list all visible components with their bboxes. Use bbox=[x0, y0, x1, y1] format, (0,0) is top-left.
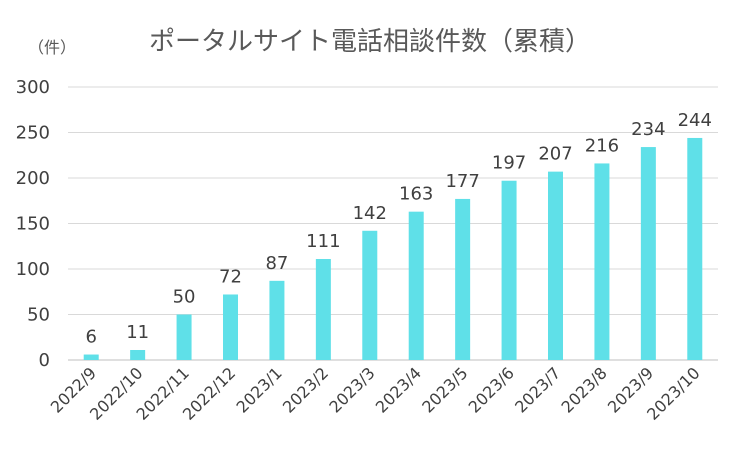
data-label: 197 bbox=[492, 153, 526, 174]
bar bbox=[315, 258, 331, 360]
data-label: 6 bbox=[85, 327, 96, 348]
y-tick-label: 0 bbox=[39, 350, 50, 371]
bar bbox=[362, 230, 378, 360]
x-tick-label: 2023/7 bbox=[511, 363, 564, 416]
bar bbox=[640, 147, 656, 360]
bar bbox=[176, 314, 192, 360]
bar bbox=[83, 354, 99, 360]
bar bbox=[223, 294, 238, 360]
data-label: 163 bbox=[399, 184, 433, 205]
bar bbox=[130, 349, 146, 360]
x-tick-label: 2023/2 bbox=[279, 363, 332, 416]
data-label: 234 bbox=[631, 119, 665, 140]
y-tick-label: 100 bbox=[16, 259, 50, 280]
data-label: 216 bbox=[585, 135, 619, 156]
data-label: 111 bbox=[306, 231, 340, 252]
x-tick-label: 2023/3 bbox=[325, 363, 378, 416]
x-axis-ticks: 2022/92022/102022/112022/122023/12023/22… bbox=[47, 363, 704, 423]
data-label: 11 bbox=[126, 322, 149, 343]
data-labels: 6 11 50 72 87 111 142 163 177 197 207 216 234 244 bbox=[85, 110, 711, 348]
x-tick-label: 2023/4 bbox=[372, 363, 425, 416]
data-label: 207 bbox=[538, 144, 572, 165]
bar bbox=[269, 280, 285, 360]
bars bbox=[83, 137, 703, 360]
y-tick-label: 150 bbox=[16, 214, 50, 235]
y-tick-label: 50 bbox=[27, 305, 50, 326]
data-label: 177 bbox=[445, 171, 479, 192]
x-tick-label: 2023/8 bbox=[558, 363, 611, 416]
y-tick-label: 300 bbox=[16, 77, 50, 98]
bar bbox=[408, 211, 424, 360]
bar bbox=[548, 171, 563, 360]
bar bbox=[455, 198, 471, 360]
data-label: 244 bbox=[678, 110, 712, 131]
bar bbox=[687, 137, 703, 360]
chart-title: ポータルサイト電話相談件数（累積） bbox=[149, 27, 591, 57]
y-tick-label: 200 bbox=[16, 168, 50, 189]
data-label: 50 bbox=[173, 287, 196, 308]
x-tick-label: 2023/1 bbox=[233, 363, 286, 416]
data-label: 142 bbox=[353, 203, 387, 224]
data-label: 87 bbox=[265, 253, 288, 274]
bar bbox=[501, 180, 517, 360]
y-tick-label: 250 bbox=[16, 123, 50, 144]
y-axis-ticks: 0 50 100 150 200 250 300 bbox=[16, 77, 50, 371]
bar bbox=[594, 163, 610, 360]
y-axis-unit-label: （件） bbox=[28, 38, 76, 57]
x-tick-label: 2023/5 bbox=[418, 363, 471, 416]
data-label: 72 bbox=[219, 266, 242, 287]
x-tick-label: 2023/6 bbox=[465, 363, 518, 416]
gridlines bbox=[68, 86, 718, 361]
